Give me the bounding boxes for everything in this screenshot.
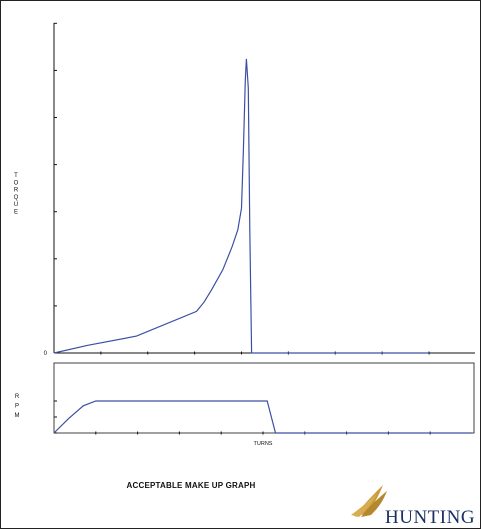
- rpm-axis-label-letter: M: [15, 413, 20, 419]
- rpm-axis-label-letter: P: [15, 404, 19, 410]
- torque-ticks: [54, 22, 430, 355]
- hunting-logo-text: HUNTING: [385, 507, 476, 528]
- graph-caption: ACCEPTABLE MAKE UP GRAPH: [126, 481, 256, 490]
- torque-axis-label-letter: T: [14, 173, 18, 179]
- torque-zero-tick-label: 0: [44, 351, 48, 357]
- torque-series-line: [53, 58, 429, 354]
- torque-axes: [53, 23, 475, 354]
- rpm-series-line: [53, 400, 472, 434]
- turns-axis-label: TURNS: [254, 441, 273, 447]
- rpm-axis-label-letter: R: [15, 394, 20, 400]
- torque-axis-label-letter: O: [14, 180, 19, 186]
- torque-axis-label-letter: R: [14, 188, 19, 194]
- torque-axis-label-letter: Q: [14, 195, 19, 201]
- rpm-plot-frame: [53, 362, 475, 434]
- hunting-logo-mark: [351, 485, 387, 517]
- torque-axis-label-letter: E: [14, 210, 18, 216]
- rpm-ticks: [54, 400, 431, 435]
- torque-axis-label-letter: U: [14, 202, 18, 208]
